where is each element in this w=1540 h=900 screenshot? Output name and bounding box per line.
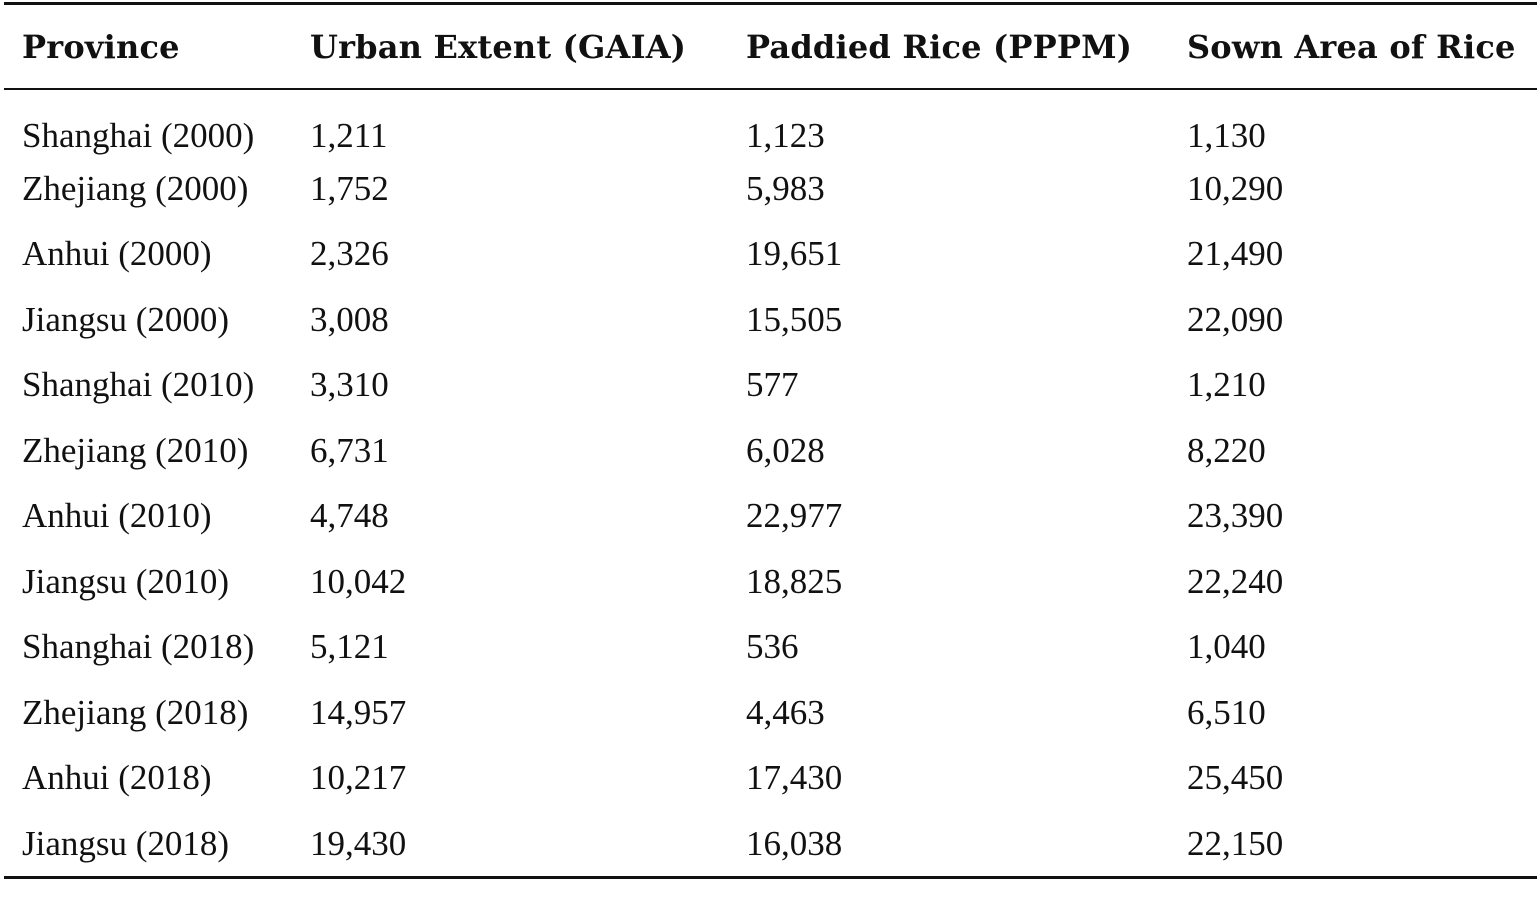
cell-province: Anhui (2018) <box>22 758 212 798</box>
cell-sown-area: 8,220 <box>1187 430 1266 470</box>
header-sown-area: Sown Area of Rice <box>1187 27 1516 66</box>
header-row: Province Urban Extent (GAIA) Paddied Ric… <box>4 3 1537 89</box>
cell-sown-area: 21,490 <box>1187 234 1284 274</box>
cell-urban-extent: 10,217 <box>310 758 407 798</box>
cell-province: Zhejiang (2018) <box>22 692 249 732</box>
cell-urban-extent: 19,430 <box>310 823 407 863</box>
cell-urban-extent: 5,121 <box>310 627 389 667</box>
cell-paddied-rice: 17,430 <box>746 758 843 798</box>
table-row: Anhui (2000) 2,326 19,651 21,490 <box>4 222 1537 288</box>
cell-sown-area: 25,450 <box>1187 758 1284 798</box>
cell-sown-area: 1,040 <box>1187 627 1266 667</box>
cell-paddied-rice: 1,123 <box>746 116 825 155</box>
data-table-container: Province Urban Extent (GAIA) Paddied Ric… <box>4 2 1537 879</box>
cell-paddied-rice: 15,505 <box>746 299 843 339</box>
table-row: Zhejiang (2000) 1,752 5,983 10,290 <box>4 156 1537 222</box>
table-header: Province Urban Extent (GAIA) Paddied Ric… <box>4 3 1537 89</box>
cell-urban-extent: 6,731 <box>310 430 389 470</box>
table-row: Jiangsu (2018) 19,430 16,038 22,150 <box>4 811 1537 878</box>
header-urban-extent: Urban Extent (GAIA) <box>310 27 687 66</box>
cell-province: Zhejiang (2010) <box>22 430 249 470</box>
table-row: Shanghai (2000) 1,211 1,123 1,130 <box>4 89 1537 156</box>
table-row: Anhui (2018) 10,217 17,430 25,450 <box>4 746 1537 812</box>
cell-urban-extent: 14,957 <box>310 692 407 732</box>
cell-urban-extent: 4,748 <box>310 496 389 536</box>
cell-urban-extent: 2,326 <box>310 234 389 274</box>
cell-sown-area: 22,240 <box>1187 561 1284 601</box>
cell-sown-area: 1,130 <box>1187 116 1266 155</box>
cell-province: Jiangsu (2010) <box>22 561 230 601</box>
cell-province: Jiangsu (2000) <box>22 299 230 339</box>
cell-sown-area: 22,150 <box>1187 823 1284 863</box>
cell-urban-extent: 10,042 <box>310 561 407 601</box>
table-row: Jiangsu (2000) 3,008 15,505 22,090 <box>4 287 1537 353</box>
table-row: Shanghai (2010) 3,310 577 1,210 <box>4 353 1537 419</box>
cell-province: Anhui (2010) <box>22 496 212 536</box>
table-row: Zhejiang (2018) 14,957 4,463 6,510 <box>4 680 1537 746</box>
table-row: Zhejiang (2010) 6,731 6,028 8,220 <box>4 418 1537 484</box>
header-paddied-rice: Paddied Rice (PPPM) <box>746 27 1133 66</box>
table-body: Shanghai (2000) 1,211 1,123 1,130 Zhejiang (… <box>4 89 1537 878</box>
cell-sown-area: 1,210 <box>1187 365 1266 405</box>
cell-urban-extent: 1,752 <box>310 168 389 208</box>
cell-paddied-rice: 4,463 <box>746 692 825 732</box>
cell-urban-extent: 3,008 <box>310 299 389 339</box>
cell-sown-area: 22,090 <box>1187 299 1284 339</box>
cell-province: Shanghai (2000) <box>22 116 255 155</box>
cell-paddied-rice: 22,977 <box>746 496 843 536</box>
header-province: Province <box>22 27 180 66</box>
cell-province: Jiangsu (2018) <box>22 823 230 863</box>
cell-paddied-rice: 536 <box>746 627 799 667</box>
cell-paddied-rice: 18,825 <box>746 561 843 601</box>
cell-sown-area: 10,290 <box>1187 168 1284 208</box>
cell-province: Anhui (2000) <box>22 234 212 274</box>
cell-paddied-rice: 19,651 <box>746 234 843 274</box>
table-row: Anhui (2010) 4,748 22,977 23,390 <box>4 484 1537 550</box>
cell-province: Zhejiang (2000) <box>22 168 249 208</box>
cell-sown-area: 23,390 <box>1187 496 1284 536</box>
cell-paddied-rice: 16,038 <box>746 823 843 863</box>
cell-urban-extent: 1,211 <box>310 116 388 155</box>
cell-province: Shanghai (2010) <box>22 365 255 405</box>
table-row: Jiangsu (2010) 10,042 18,825 22,240 <box>4 549 1537 615</box>
cell-paddied-rice: 577 <box>746 365 799 405</box>
cell-province: Shanghai (2018) <box>22 627 255 667</box>
cell-paddied-rice: 6,028 <box>746 430 825 470</box>
cell-paddied-rice: 5,983 <box>746 168 825 208</box>
table-row: Shanghai (2018) 5,121 536 1,040 <box>4 615 1537 681</box>
cell-urban-extent: 3,310 <box>310 365 389 405</box>
cell-sown-area: 6,510 <box>1187 692 1266 732</box>
data-table: Province Urban Extent (GAIA) Paddied Ric… <box>4 2 1537 879</box>
